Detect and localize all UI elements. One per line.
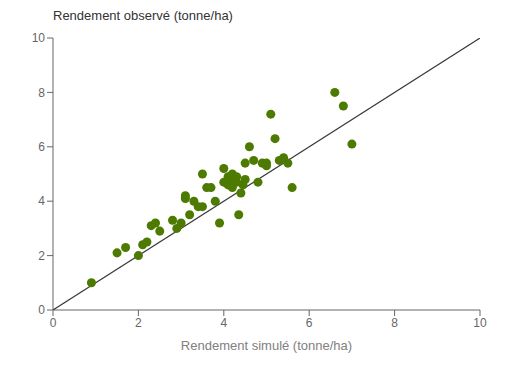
svg-text:6: 6: [38, 140, 45, 154]
svg-text:8: 8: [391, 316, 398, 330]
svg-text:10: 10: [32, 31, 46, 45]
svg-text:8: 8: [38, 86, 45, 100]
svg-text:Rendement simulé (tonne/ha): Rendement simulé (tonne/ha): [181, 338, 352, 353]
svg-text:2: 2: [38, 249, 45, 263]
svg-text:4: 4: [220, 316, 227, 330]
svg-text:4: 4: [38, 194, 45, 208]
svg-text:0: 0: [38, 303, 45, 317]
svg-text:2: 2: [135, 316, 142, 330]
svg-text:10: 10: [473, 316, 487, 330]
html-text:Rendement observé (tonne/ha): Rendement observé (tonne/ha): [53, 8, 233, 23]
svg-text:0: 0: [50, 316, 57, 330]
svg-text:6: 6: [306, 316, 313, 330]
